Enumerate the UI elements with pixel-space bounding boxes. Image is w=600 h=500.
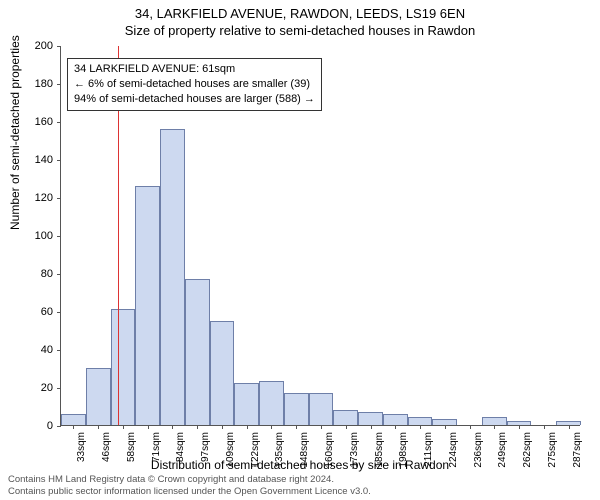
y-axis-label: Number of semi-detached properties (8, 35, 22, 230)
x-tick-mark (395, 425, 396, 429)
marker-info-line: 94% of semi-detached houses are larger (… (74, 92, 315, 107)
y-tick-mark (57, 236, 61, 237)
x-tick-mark (494, 425, 495, 429)
x-tick-mark (172, 425, 173, 429)
y-tick-label: 180 (35, 78, 53, 90)
x-tick-mark (544, 425, 545, 429)
y-tick-label: 100 (35, 230, 53, 242)
x-tick-mark (73, 425, 74, 429)
footer-attribution: Contains HM Land Registry data © Crown c… (8, 474, 371, 498)
y-tick-mark (57, 84, 61, 85)
y-tick-label: 20 (41, 382, 53, 394)
y-tick-label: 0 (47, 420, 53, 432)
histogram-bar (86, 368, 111, 425)
x-tick-mark (470, 425, 471, 429)
histogram-bar (333, 410, 358, 425)
x-tick-mark (197, 425, 198, 429)
y-tick-mark (57, 198, 61, 199)
x-tick-mark (371, 425, 372, 429)
x-tick-mark (98, 425, 99, 429)
y-tick-label: 80 (41, 268, 53, 280)
y-tick-mark (57, 426, 61, 427)
histogram-bar (408, 417, 433, 425)
footer-line-1: Contains HM Land Registry data © Crown c… (8, 474, 371, 486)
x-tick-mark (148, 425, 149, 429)
x-tick-mark (519, 425, 520, 429)
histogram-bar (482, 417, 507, 425)
marker-info-line: 34 LARKFIELD AVENUE: 61sqm (74, 62, 315, 77)
x-tick-mark (271, 425, 272, 429)
histogram-bar (61, 414, 86, 425)
y-tick-label: 200 (35, 40, 53, 52)
chart-title: 34, LARKFIELD AVENUE, RAWDON, LEEDS, LS1… (0, 0, 600, 21)
histogram-bar (160, 129, 185, 425)
y-tick-mark (57, 160, 61, 161)
x-tick-mark (346, 425, 347, 429)
histogram-bar (309, 393, 334, 425)
y-tick-label: 40 (41, 344, 53, 356)
chart-area: 02040608010012014016018020033sqm46sqm58s… (60, 46, 580, 426)
plot-area: 02040608010012014016018020033sqm46sqm58s… (60, 46, 580, 426)
y-tick-label: 60 (41, 306, 53, 318)
marker-info-box: 34 LARKFIELD AVENUE: 61sqm← 6% of semi-d… (67, 58, 322, 111)
histogram-bar (234, 383, 259, 425)
x-axis-label: Distribution of semi-detached houses by … (0, 458, 600, 472)
y-tick-mark (57, 122, 61, 123)
histogram-bar (383, 414, 408, 425)
x-tick-mark (247, 425, 248, 429)
y-tick-mark (57, 46, 61, 47)
y-tick-mark (57, 350, 61, 351)
histogram-bar (185, 279, 210, 425)
x-tick-mark (296, 425, 297, 429)
histogram-bar (284, 393, 309, 425)
histogram-bar (358, 412, 383, 425)
x-tick-mark (569, 425, 570, 429)
footer-line-2: Contains public sector information licen… (8, 486, 371, 498)
x-tick-mark (420, 425, 421, 429)
y-tick-label: 160 (35, 116, 53, 128)
histogram-bar (259, 381, 284, 425)
x-tick-mark (445, 425, 446, 429)
chart-subtitle: Size of property relative to semi-detach… (0, 21, 600, 38)
histogram-bar (210, 321, 235, 426)
y-tick-mark (57, 388, 61, 389)
histogram-bar (135, 186, 160, 425)
x-tick-mark (123, 425, 124, 429)
y-tick-label: 140 (35, 154, 53, 166)
x-tick-mark (321, 425, 322, 429)
x-tick-mark (222, 425, 223, 429)
histogram-bar (111, 309, 136, 425)
y-tick-label: 120 (35, 192, 53, 204)
marker-info-line: ← 6% of semi-detached houses are smaller… (74, 77, 315, 92)
y-tick-mark (57, 312, 61, 313)
y-tick-mark (57, 274, 61, 275)
